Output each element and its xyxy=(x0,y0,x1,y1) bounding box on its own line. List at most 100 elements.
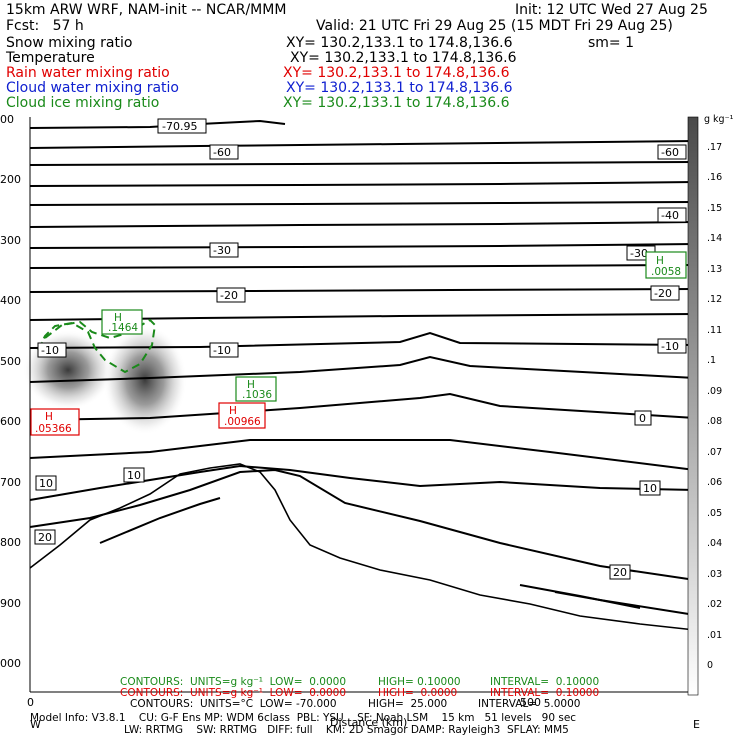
x-tick-label: 500 xyxy=(520,696,541,709)
contour-high-green: HIGH= 0.10000 xyxy=(378,676,461,688)
isotherm-line xyxy=(29,392,696,421)
y-tick-label: 000 xyxy=(0,657,21,670)
isotherms xyxy=(29,119,696,616)
isotherm-line xyxy=(29,331,696,349)
colorbar-tick: .09 xyxy=(707,386,722,397)
isotherm-line xyxy=(29,140,696,149)
field-name-temperature: Temperature xyxy=(6,50,95,66)
rain-max-label: H .00966 xyxy=(218,402,266,429)
isotherm-label: -60 xyxy=(661,146,679,159)
isotherm-label: -40 xyxy=(661,209,679,222)
field-name-rain: Rain water mixing ratio xyxy=(6,65,170,81)
snow-shading-west xyxy=(23,330,113,410)
colorbar-tick: .03 xyxy=(707,569,722,580)
model-title: 15km ARW WRF, NAM-init -- NCAR/MMM xyxy=(6,2,287,18)
svg-text:.05366: .05366 xyxy=(35,423,72,435)
svg-text:.1464: .1464 xyxy=(108,322,138,334)
y-tick-label: 700 xyxy=(0,476,21,489)
contour-high-black: HIGH= 25.000 xyxy=(368,698,448,710)
isotherm-labels: -70.95 -60 -60 -40 -30 -30 -20 -20 -10 -… xyxy=(34,118,687,580)
isotherm-label: 10 xyxy=(643,482,657,495)
terrain-outline xyxy=(29,463,696,631)
colorbar-tick: .13 xyxy=(707,264,722,275)
field-xy-snow: XY= 130.2,133.1 to 174.8,136.6 xyxy=(286,35,513,51)
init-time: Init: 12 UTC Wed 27 Aug 25 xyxy=(515,2,708,18)
x-axis-ticks: 0 500 W E Distance (km) xyxy=(27,696,700,731)
valid-time: Valid: 21 UTC Fri 29 Aug 25 (15 MDT Fri … xyxy=(316,18,673,34)
isotherm-line xyxy=(29,288,696,293)
y-tick-label: 200 xyxy=(0,173,21,186)
isotherm-line xyxy=(554,591,696,616)
colorbar-tick: .16 xyxy=(707,172,722,183)
colorbar-tick: .07 xyxy=(707,447,722,458)
isotherm-label: 20 xyxy=(613,566,627,579)
colorbar-tick: .15 xyxy=(707,203,722,214)
field-name-snow: Snow mixing ratio xyxy=(6,35,133,51)
field-name-cloud-ice: Cloud ice mixing ratio xyxy=(6,95,160,111)
y-axis-ticks: 00 200 300 400 500 600 700 800 900 000 xyxy=(0,113,21,670)
isotherm-line xyxy=(29,201,696,206)
colorbar xyxy=(687,116,699,696)
isotherm-label: -70.95 xyxy=(162,120,197,133)
smoothing-label: sm= 1 xyxy=(588,35,635,51)
isotherm-line xyxy=(29,468,696,581)
isotherm-label: -10 xyxy=(661,340,679,353)
cloud-ice-max-label: H .1036 xyxy=(235,376,277,402)
isotherm-label: -30 xyxy=(630,247,648,260)
isotherm-label: -60 xyxy=(213,146,231,159)
y-tick-label: 300 xyxy=(0,234,21,247)
x-axis-label: Distance (km) xyxy=(330,716,407,729)
colorbar-unit: g kg⁻¹ xyxy=(704,114,734,125)
y-tick-label: 900 xyxy=(0,597,21,610)
isotherm-label: -30 xyxy=(213,244,231,257)
colorbar-tick: 0 xyxy=(707,660,713,671)
colorbar-tick: .17 xyxy=(707,142,722,153)
isotherm-label: 10 xyxy=(39,477,53,490)
x-end-label-west: W xyxy=(30,718,41,731)
y-tick-label: 500 xyxy=(0,355,21,368)
isotherm-label: 10 xyxy=(127,469,141,482)
field-xy-rain: XY= 130.2,133.1 to 174.8,136.6 xyxy=(283,65,510,81)
maxima-labels: H .1464 H .1036 H .0058 H .00966 H .0536… xyxy=(30,251,687,436)
isotherm-label: -10 xyxy=(41,344,59,357)
isotherm-label: -10 xyxy=(213,344,231,357)
cloud-ice-contour xyxy=(37,318,157,374)
x-end-label-east: E xyxy=(693,718,700,731)
svg-text:H: H xyxy=(229,405,237,417)
colorbar-tick: .05 xyxy=(707,508,722,519)
contour-info-green: CONTOURS: UNITS=g kg⁻¹ LOW= 0.0000 xyxy=(120,676,347,688)
cloud-ice-max-label: H .0058 xyxy=(645,251,687,279)
y-tick-label: 00 xyxy=(0,113,14,126)
forecast-hour: Fcst: 57 h xyxy=(6,18,84,34)
isotherm-label: 20 xyxy=(38,531,52,544)
y-tick-label: 600 xyxy=(0,415,21,428)
isotherm-label: -20 xyxy=(220,289,238,302)
contour-interval-black: INTERVAL= 5.0000 xyxy=(478,698,581,710)
colorbar-tick: .08 xyxy=(707,416,722,427)
colorbar-tick: .14 xyxy=(707,233,722,244)
colorbar-tick: .12 xyxy=(707,294,722,305)
svg-text:H: H xyxy=(656,255,664,267)
colorbar-tick: .06 xyxy=(707,477,722,488)
colorbar-tick: .04 xyxy=(707,538,722,549)
svg-text:H: H xyxy=(247,379,255,391)
cloud-ice-max-label: H .1464 xyxy=(101,309,143,335)
isotherm-label: 0 xyxy=(639,412,646,425)
contour-interval-red: INTERVAL= 0.10000 xyxy=(490,687,600,699)
colorbar-tick: .1 xyxy=(707,355,716,366)
svg-text:.00966: .00966 xyxy=(224,416,261,428)
contour-interval-green: INTERVAL= 0.10000 xyxy=(490,676,600,688)
contour-info-red: CONTOURS: UNITS=g kg⁻¹ LOW= 0.0000 xyxy=(120,687,347,699)
isotherm-line xyxy=(29,464,696,501)
isotherm-line xyxy=(29,161,696,166)
contour-high-red: HIGH= 0.0000 xyxy=(378,687,458,699)
field-xy-cloud-water: XY= 130.2,133.1 to 174.8,136.6 xyxy=(286,80,513,96)
contour-info-black: CONTOURS: UNITS=°C LOW= -70.000 xyxy=(130,698,337,710)
colorbar-tick: .01 xyxy=(707,630,722,641)
svg-text:H: H xyxy=(114,312,122,324)
field-name-cloud-water: Cloud water mixing ratio xyxy=(6,80,179,96)
colorbar-tick: .11 xyxy=(707,325,722,336)
isotherm-line xyxy=(29,439,696,471)
